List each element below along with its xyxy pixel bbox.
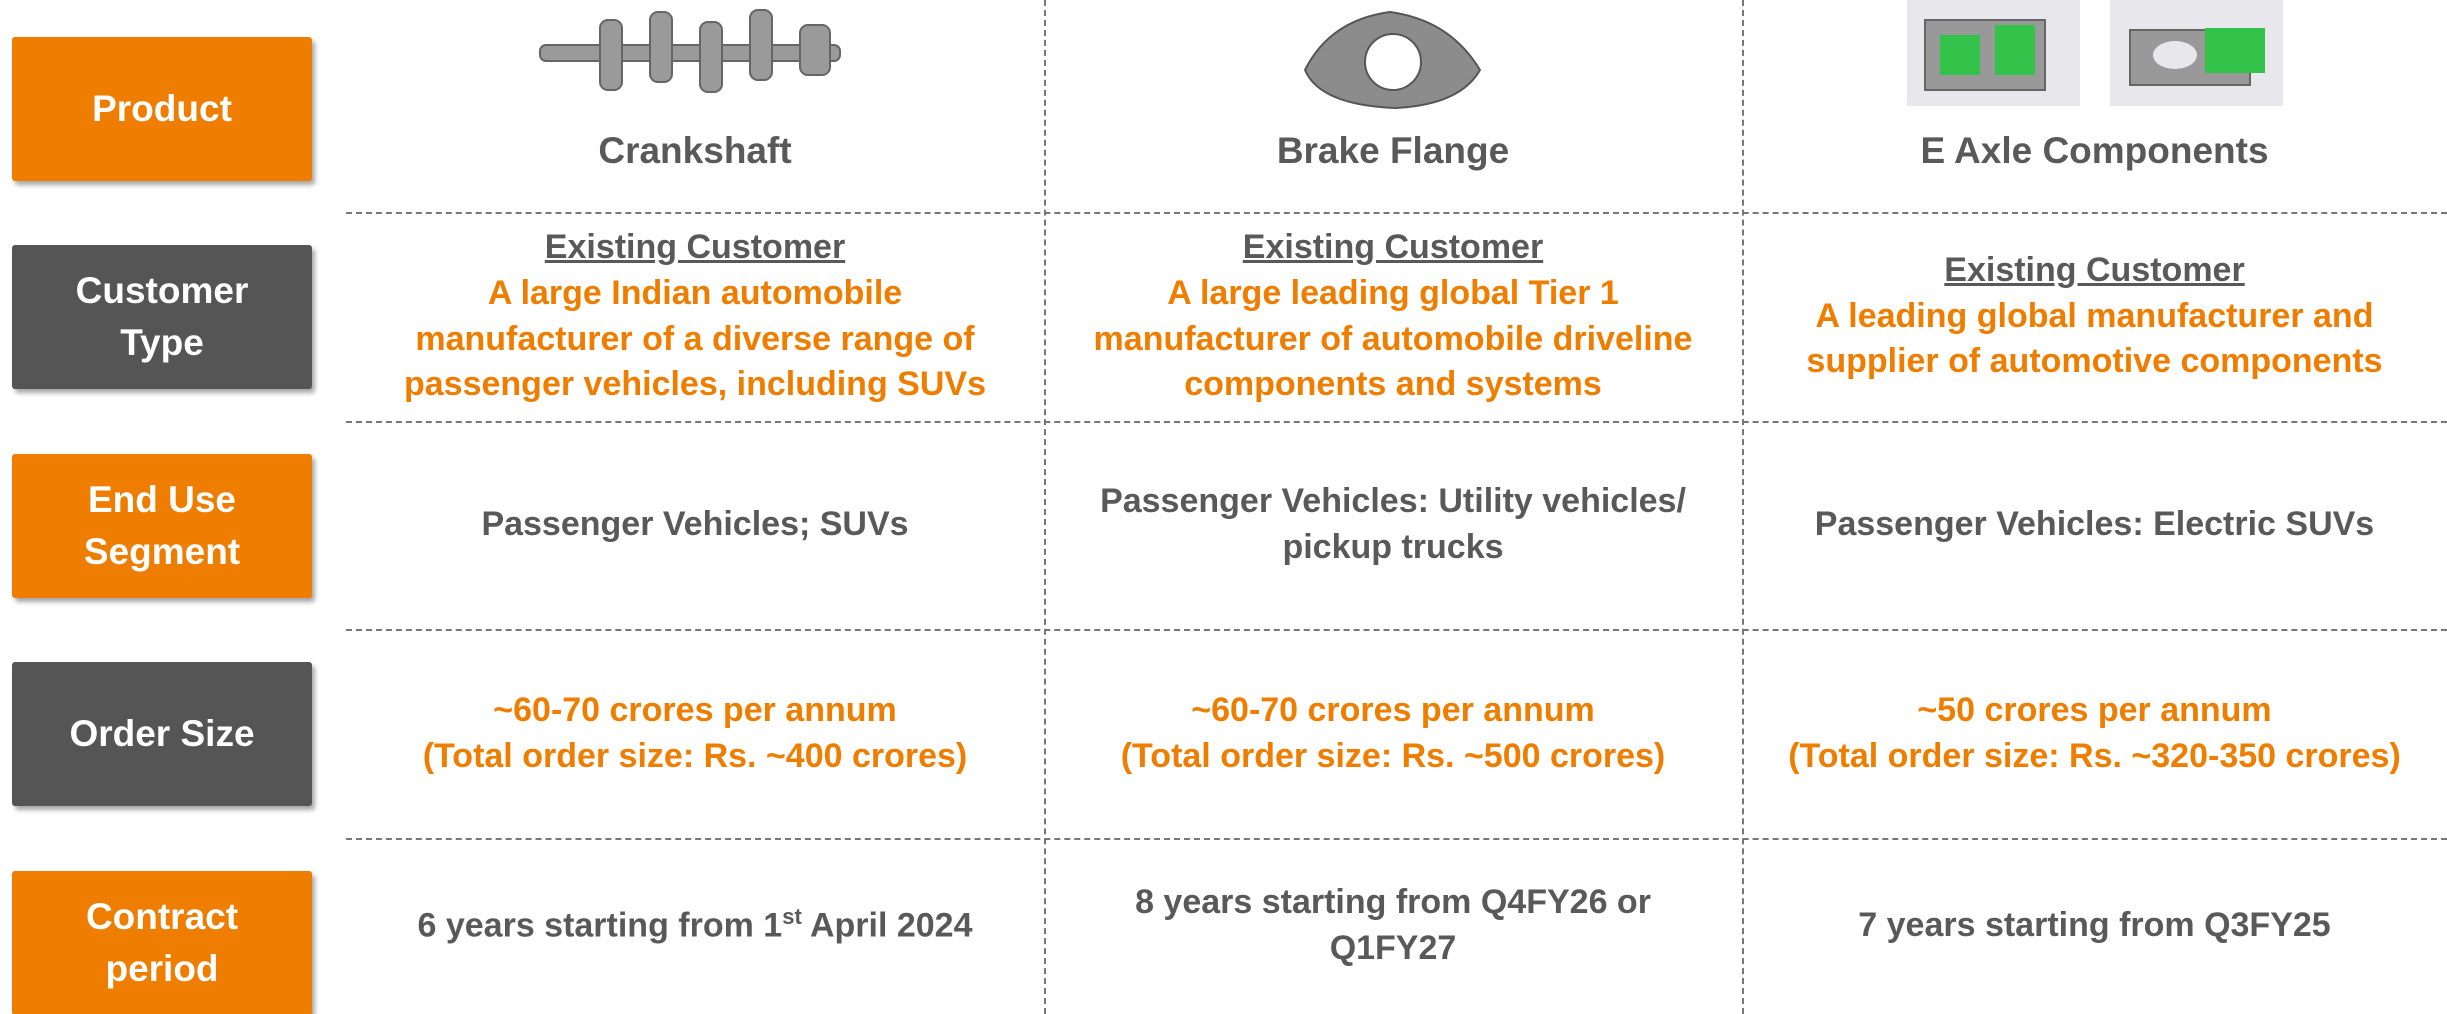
cell: ~50 crores per annum (Total order size: R… [1742, 629, 2447, 838]
row-label-text: Product [92, 88, 232, 130]
row-divider [346, 421, 2447, 423]
product-name: Crankshaft [598, 130, 792, 171]
cell-text-main: 6 years starting from 1 [417, 906, 783, 945]
cell-text-main: Passenger Vehicles; SUVs [481, 505, 909, 544]
e-axle-image [1907, 0, 2283, 106]
cell: 7 years starting from Q3FY25 [1742, 838, 2447, 1014]
row-label: Order Size [12, 662, 312, 806]
cell-line: ~50 crores per annum [1917, 690, 2272, 729]
cell: Existing Customer A leading global manufa… [1742, 212, 2447, 421]
cell-line: (Total order size: Rs. ~320-350 crores) [1788, 736, 2401, 775]
cell-line: ~60-70 crores per annum [493, 690, 897, 729]
cell-text-tail: April 2024 [801, 906, 973, 945]
cell: 8 years starting from Q4FY26 or Q1FY27 [1044, 838, 1742, 1014]
row-label: Customer Type [12, 245, 312, 389]
row-label-text: Customer Type [75, 270, 249, 363]
cell: 6 years starting from 1st April 2024 [346, 838, 1044, 1014]
crankshaft-image [539, 9, 841, 93]
brake-flange-image [1303, 10, 1482, 110]
cell-heading: Existing Customer [544, 227, 846, 266]
cell: Existing Customer A large leading global … [1044, 212, 1742, 421]
cell-text-main: Passenger Vehicles: Electric SUVs [1814, 505, 2375, 544]
cell-text-main: 8 years starting from Q4FY26 or Q1FY27 [1135, 883, 1651, 967]
cell-text: Passenger Vehicles: Electric SUVs [1815, 502, 2374, 548]
cell: Passenger Vehicles: Utility vehicles/ pi… [1044, 421, 1742, 629]
product-name: E Axle Components [1920, 130, 2269, 171]
cell: ~60-70 crores per annum (Total order size… [1044, 629, 1742, 838]
cell-text: A large Indian automobile manufacturer o… [386, 271, 1004, 409]
column-divider [1742, 0, 1744, 1014]
row-label: End Use Segment [12, 454, 312, 598]
row-label: Product [12, 37, 312, 181]
cell-text: Passenger Vehicles: Utility vehicles/ pi… [1084, 479, 1702, 571]
cell-text-main: A large leading global Tier 1 manufactur… [1093, 273, 1693, 404]
cell-text: 6 years starting from 1st April 2024 [418, 902, 973, 949]
cell-heading: Existing Customer [1242, 227, 1544, 266]
cell: Passenger Vehicles: Electric SUVs [1742, 421, 2447, 629]
cell-line: ~60-70 crores per annum [1191, 690, 1595, 729]
superscript: st [782, 904, 802, 930]
row-label-text: End Use Segment [83, 479, 241, 572]
cell-text: Passenger Vehicles; SUVs [481, 502, 908, 548]
cell-line: (Total order size: Rs. ~400 crores) [422, 736, 968, 775]
row-divider [346, 212, 2447, 214]
product-name: Brake Flange [1276, 130, 1510, 171]
cell: Existing Customer A large Indian automobi… [346, 212, 1044, 421]
cell-text: 8 years starting from Q4FY26 or Q1FY27 [1084, 880, 1702, 972]
row-label: Contract period [12, 871, 312, 1014]
row-label-text: Contract period [85, 896, 239, 989]
row-label-text: Order Size [69, 713, 255, 755]
cell-text-main: Passenger Vehicles: Utility vehicles/ pi… [1100, 482, 1686, 566]
cell-line: (Total order size: Rs. ~500 crores) [1120, 736, 1666, 775]
column-divider [1044, 0, 1046, 1014]
cell-text: A large leading global Tier 1 manufactur… [1084, 271, 1702, 409]
cell-text: A leading global manufacturer and suppli… [1782, 294, 2407, 386]
cell: Passenger Vehicles; SUVs [346, 421, 1044, 629]
cell-text-main: A large Indian automobile manufacturer o… [404, 273, 986, 404]
cell-text-main: A leading global manufacturer and suppli… [1806, 296, 2383, 381]
row-divider [346, 629, 2447, 631]
cell: ~60-70 crores per annum (Total order size… [346, 629, 1044, 838]
product-images [539, 0, 2283, 110]
cell-text: 7 years starting from Q3FY25 [1858, 903, 2330, 949]
cell-text-main: 7 years starting from Q3FY25 [1858, 906, 2331, 945]
cell-heading: Existing Customer [1944, 250, 2245, 289]
row-divider [346, 838, 2447, 840]
